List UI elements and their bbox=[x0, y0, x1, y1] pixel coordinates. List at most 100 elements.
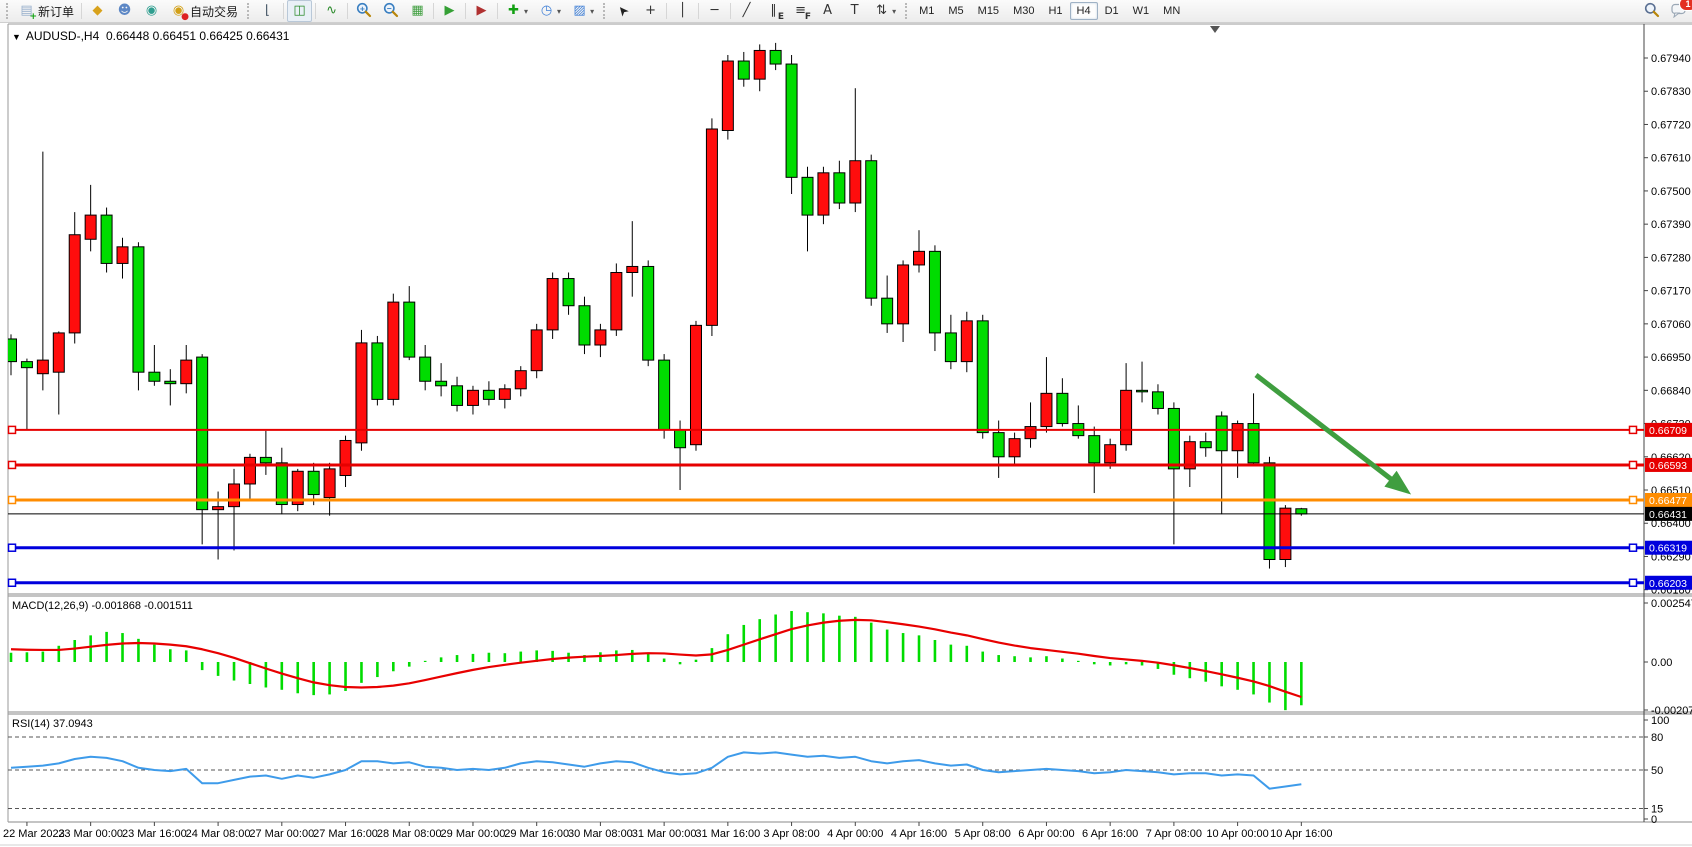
line-handle[interactable] bbox=[7, 495, 17, 505]
text-label-icon-button[interactable]: T bbox=[842, 0, 867, 22]
candle-down bbox=[275, 462, 288, 506]
text-icon-button[interactable]: A bbox=[815, 0, 840, 22]
chart-area[interactable]: 0.67940 0.67830 0.67720 0.67610 0.67500 0.673… bbox=[0, 23, 1692, 847]
timeframe-button-m15[interactable]: M15 bbox=[977, 5, 1000, 17]
chart-ohlc-values: 0.66448 0.66451 0.66425 0.66431 bbox=[105, 29, 290, 43]
templates-icon-button[interactable]: ▨ ▾ bbox=[567, 0, 598, 22]
candle-down bbox=[1136, 389, 1149, 393]
line-chart-icon-button[interactable]: ∿ bbox=[319, 0, 344, 22]
candle-up bbox=[705, 128, 718, 326]
price-axis-tick: 0.67390 bbox=[1651, 219, 1691, 231]
dropdown-caret-icon[interactable]: ▾ bbox=[892, 6, 897, 16]
candle-down bbox=[1215, 415, 1228, 452]
dropdown-caret-icon[interactable]: ▾ bbox=[590, 6, 595, 16]
line-handle[interactable] bbox=[7, 460, 17, 470]
chat-icon[interactable]: 1 bbox=[1666, 0, 1692, 22]
time-axis-label: 31 Mar 16:00 bbox=[695, 828, 760, 840]
candle-up bbox=[960, 320, 973, 363]
time-axis-label: 28 Mar 08:00 bbox=[377, 828, 442, 840]
line-handle[interactable] bbox=[1628, 578, 1638, 588]
zoom-out-icon: − bbox=[382, 2, 399, 20]
toolbar-separator bbox=[666, 3, 668, 19]
price-line-tag bbox=[1645, 457, 1692, 472]
bar-chart-icon-button[interactable]: ⌊ bbox=[255, 0, 280, 22]
dropdown-caret-icon[interactable]: ▾ bbox=[524, 6, 529, 16]
candle-down bbox=[100, 214, 113, 264]
time-axis-label: 7 Apr 08:00 bbox=[1146, 828, 1202, 840]
candle-up bbox=[1024, 426, 1037, 440]
timeframe-button-mn[interactable]: MN bbox=[1163, 5, 1181, 17]
candle-up bbox=[323, 468, 336, 499]
svg-text:+: + bbox=[359, 3, 364, 13]
symbol-dropdown-icon[interactable]: ▼ bbox=[12, 32, 21, 42]
zoom-out-icon[interactable]: − bbox=[378, 0, 403, 22]
new-order-icon-button[interactable]: ▤ + 新订单 bbox=[14, 0, 78, 22]
candle-down bbox=[8, 338, 17, 363]
price-line-tag-label: 0.66593 bbox=[1649, 460, 1687, 472]
vertical-line-icon-button[interactable]: │ bbox=[670, 0, 695, 22]
macd-pane: 0.002547 0.00 -0.002079 bbox=[9, 598, 1692, 717]
line-handle[interactable] bbox=[1628, 495, 1638, 505]
user-profile-icon: ☻ bbox=[117, 3, 132, 18]
line-handle[interactable] bbox=[7, 543, 17, 552]
cursor-icon-button[interactable]: ➤ bbox=[611, 0, 636, 22]
line-handle[interactable] bbox=[7, 578, 17, 588]
timeframe-button-d1[interactable]: D1 bbox=[1104, 5, 1119, 17]
candle-up bbox=[849, 160, 862, 204]
timeframe-button-m30[interactable]: M30 bbox=[1013, 5, 1035, 17]
candlestick-series bbox=[8, 42, 1308, 569]
candle-down bbox=[451, 385, 464, 406]
signal-icon-button[interactable]: ◉ bbox=[139, 0, 164, 22]
price-chart[interactable]: 0.67940 0.67830 0.67720 0.67610 0.67500 0.673… bbox=[0, 23, 1692, 847]
candle-up bbox=[1008, 438, 1021, 458]
candle-up bbox=[387, 301, 400, 400]
search-icon[interactable] bbox=[1639, 0, 1664, 22]
candle-down bbox=[403, 301, 416, 358]
crosshair-icon-button[interactable]: + bbox=[638, 0, 663, 22]
equidistant-channel-icon-button[interactable]: ∥ E bbox=[761, 0, 786, 22]
dropdown-caret-icon[interactable]: ▾ bbox=[557, 6, 562, 16]
zoom-in-icon[interactable]: + bbox=[351, 0, 376, 22]
toolbar-separator bbox=[698, 3, 700, 19]
line-handle[interactable] bbox=[1628, 425, 1638, 435]
candle-up bbox=[530, 329, 543, 372]
timeframe-button-w1[interactable]: W1 bbox=[1132, 5, 1150, 17]
timeframe-button-h1[interactable]: H1 bbox=[1048, 5, 1063, 17]
time-axis-label: 23 Mar 00:00 bbox=[58, 828, 123, 840]
candle-up bbox=[1040, 392, 1053, 428]
candlestick-chart-icon-button[interactable]: ◫ bbox=[287, 0, 313, 22]
auto-scroll-icon-button[interactable]: ▶ bbox=[437, 0, 462, 22]
candle-down bbox=[992, 432, 1005, 458]
periods-icon-button[interactable]: ◷ ▾ bbox=[534, 0, 565, 22]
line-handle[interactable] bbox=[7, 425, 17, 435]
candle-up bbox=[1183, 441, 1196, 470]
candle-up bbox=[180, 359, 193, 385]
candle-up bbox=[339, 439, 352, 477]
candle-up bbox=[84, 214, 97, 240]
fibonacci-icon-button[interactable]: ≡ F bbox=[788, 0, 813, 22]
indicators-icon-button[interactable]: ✚ ▾ bbox=[501, 0, 532, 22]
templates-icon: ▨ bbox=[573, 3, 586, 18]
timeframe-button-h4[interactable]: H4 bbox=[1069, 2, 1098, 20]
fibonacci-icon: ≡ F bbox=[795, 3, 812, 22]
new-order-icon: ▤ + bbox=[20, 3, 37, 22]
tile-windows-icon-button[interactable]: ▦ bbox=[405, 0, 430, 22]
timeframe-button-m5[interactable]: M5 bbox=[948, 5, 964, 17]
trendline-icon-button[interactable]: ╱ bbox=[734, 0, 759, 22]
chart-shift-icon-button[interactable]: ▶ bbox=[469, 0, 494, 22]
horn-icon-button[interactable]: ◆ bbox=[85, 0, 110, 22]
line-handle[interactable] bbox=[1628, 543, 1638, 552]
candle-up bbox=[626, 265, 639, 273]
price-axis-tick: 0.67280 bbox=[1651, 252, 1691, 264]
trend-arrow-annotation[interactable] bbox=[1254, 373, 1402, 488]
autotrade-icon-button[interactable]: ◉ ● 自动交易 bbox=[166, 0, 242, 22]
user-profile-icon-button[interactable]: ☻ bbox=[112, 0, 137, 22]
cursor-icon: ➤ bbox=[614, 1, 633, 20]
toolbar-gripper bbox=[6, 3, 8, 19]
line-handle[interactable] bbox=[1628, 460, 1638, 470]
timeframe-button-m1[interactable]: M1 bbox=[919, 5, 935, 17]
arrows-icon-button[interactable]: ⇅ ▾ bbox=[869, 0, 900, 22]
horizontal-line-icon-button[interactable]: ─ bbox=[702, 0, 727, 22]
